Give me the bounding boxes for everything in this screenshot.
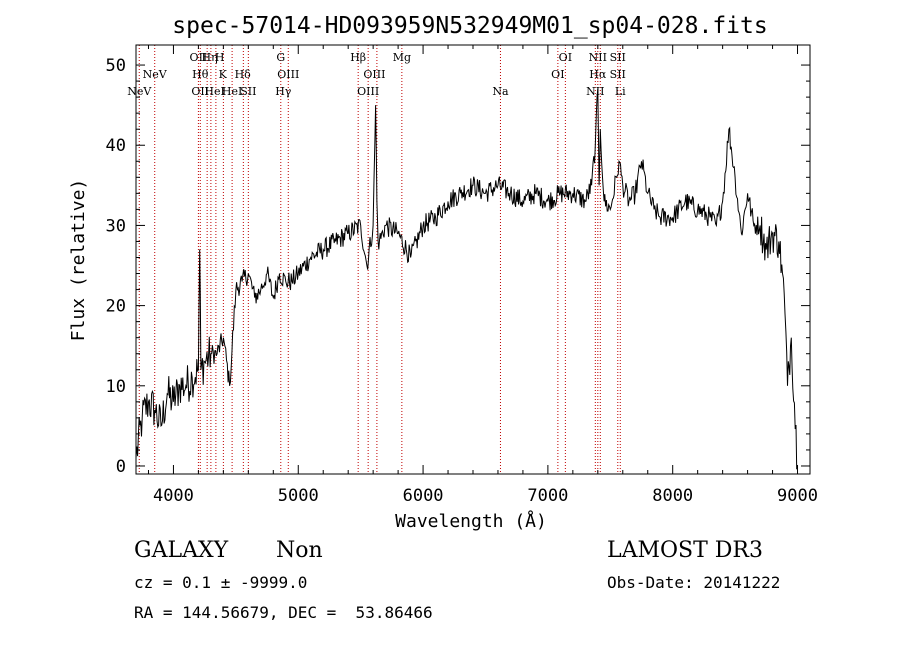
spectrum-chart: spec-57014-HD093959N532949M01_sp04-028.f… xyxy=(68,13,818,532)
line-label: OII xyxy=(191,85,209,98)
line-label: OIII xyxy=(277,68,299,81)
y-tick-label: 10 xyxy=(106,377,126,397)
x-tick-label: 4000 xyxy=(153,486,194,506)
line-label: K xyxy=(219,68,228,81)
spectral-line-labels: NeVNeVOIIHθOIIHηHeIHKHeIHδSIIGOIIIHγHβOI… xyxy=(127,51,626,98)
chart-title: spec-57014-HD093959N532949M01_sp04-028.f… xyxy=(172,13,767,39)
y-axis-label: Flux (relative) xyxy=(68,179,89,342)
ra-dec: RA = 144.56679, DEC = 53.86466 xyxy=(134,603,433,622)
spectral-line-markers xyxy=(138,45,621,474)
x-tick-label: 5000 xyxy=(278,486,319,506)
line-label: NeV xyxy=(143,68,168,81)
observation-date: Obs-Date: 20141222 xyxy=(607,573,781,592)
x-axis-ticks: 4000 5000 6000 7000 8000 9000 xyxy=(147,45,818,506)
line-label: NeV xyxy=(127,85,152,98)
x-tick-label: 6000 xyxy=(403,486,444,506)
line-label: OI xyxy=(559,51,572,64)
line-label: Hδ xyxy=(235,68,252,81)
line-label: H xyxy=(215,51,225,64)
line-label: G xyxy=(276,51,285,64)
line-label: NII xyxy=(586,85,604,98)
x-tick-label: 8000 xyxy=(652,486,693,506)
y-tick-label: 30 xyxy=(106,216,126,236)
line-label: OIII xyxy=(357,85,379,98)
line-label: SII xyxy=(610,51,626,64)
object-subclass: Non xyxy=(276,538,323,563)
x-tick-label: 9000 xyxy=(777,486,818,506)
line-label: SII xyxy=(240,85,256,98)
object-class: GALAXY xyxy=(134,538,229,563)
flux-series-line xyxy=(135,89,798,470)
line-label: HeI xyxy=(204,85,224,98)
y-tick-label: 0 xyxy=(116,457,126,477)
line-label: Na xyxy=(492,85,509,98)
line-label: OI xyxy=(551,68,564,81)
y-axis-ticks: 0 10 20 30 40 50 xyxy=(106,56,810,477)
x-axis-label: Wavelength (Å) xyxy=(395,510,547,532)
line-label: Hγ xyxy=(275,85,292,98)
x-tick-label: 7000 xyxy=(527,486,568,506)
plot-frame xyxy=(135,44,811,475)
redshift-cz: cz = 0.1 ± -9999.0 xyxy=(134,573,308,592)
line-label: Li xyxy=(615,85,626,98)
line-label: OII xyxy=(190,51,208,64)
y-tick-label: 20 xyxy=(106,297,126,317)
y-tick-label: 40 xyxy=(106,136,126,156)
line-label: SII xyxy=(610,68,626,81)
line-label: Hβ xyxy=(350,51,366,64)
line-label: Hη xyxy=(202,51,218,64)
line-label: OIII xyxy=(363,68,385,81)
y-tick-label: 50 xyxy=(106,56,126,76)
line-label: Hα xyxy=(589,68,607,81)
survey-name: LAMOST DR3 xyxy=(607,538,763,563)
line-label: Mg xyxy=(393,51,411,64)
line-label: HeI xyxy=(222,85,242,98)
line-label: NII xyxy=(589,51,607,64)
line-label: Hθ xyxy=(192,68,209,81)
